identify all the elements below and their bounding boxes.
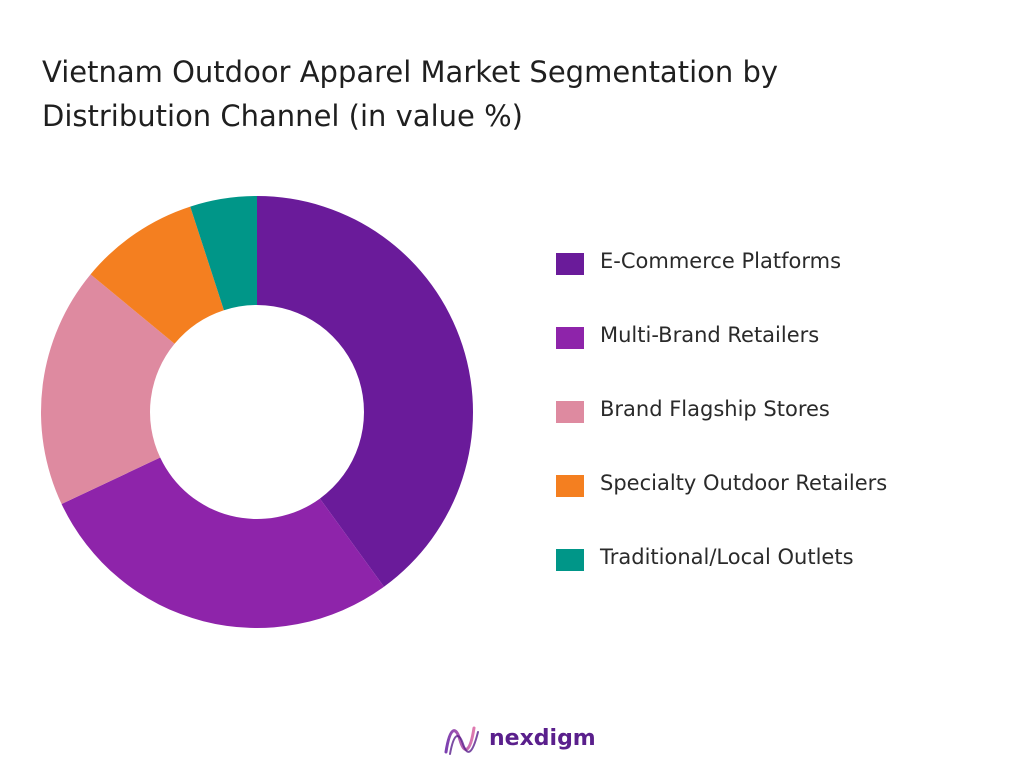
- donut-slice-brand-flagship-stores: [40, 274, 175, 504]
- legend-swatch: [556, 327, 584, 349]
- legend-label: Multi-Brand Retailers: [600, 323, 820, 347]
- legend-label: Traditional/Local Outlets: [600, 545, 854, 569]
- donut-slice-traditional-local-outlets: [190, 196, 257, 311]
- donut-slice-specialty-outdoor-retailers: [90, 206, 224, 344]
- legend-swatch: [556, 253, 584, 275]
- legend-swatch: [556, 475, 584, 497]
- donut-slice-e-commerce-platforms: [257, 196, 473, 587]
- legend-swatch: [556, 401, 584, 423]
- donut-chart: [40, 196, 473, 628]
- brand-name: nexdigm: [489, 726, 596, 751]
- chart-title: Vietnam Outdoor Apparel Market Segmentat…: [42, 55, 779, 133]
- legend-label: E-Commerce Platforms: [600, 249, 842, 273]
- donut-slice-multi-brand-retailers: [61, 457, 384, 628]
- nexdigm-wave-logo-icon: [444, 726, 479, 755]
- legend-label: Brand Flagship Stores: [600, 397, 830, 421]
- legend-swatch: [556, 549, 584, 571]
- legend-label: Specialty Outdoor Retailers: [600, 471, 888, 495]
